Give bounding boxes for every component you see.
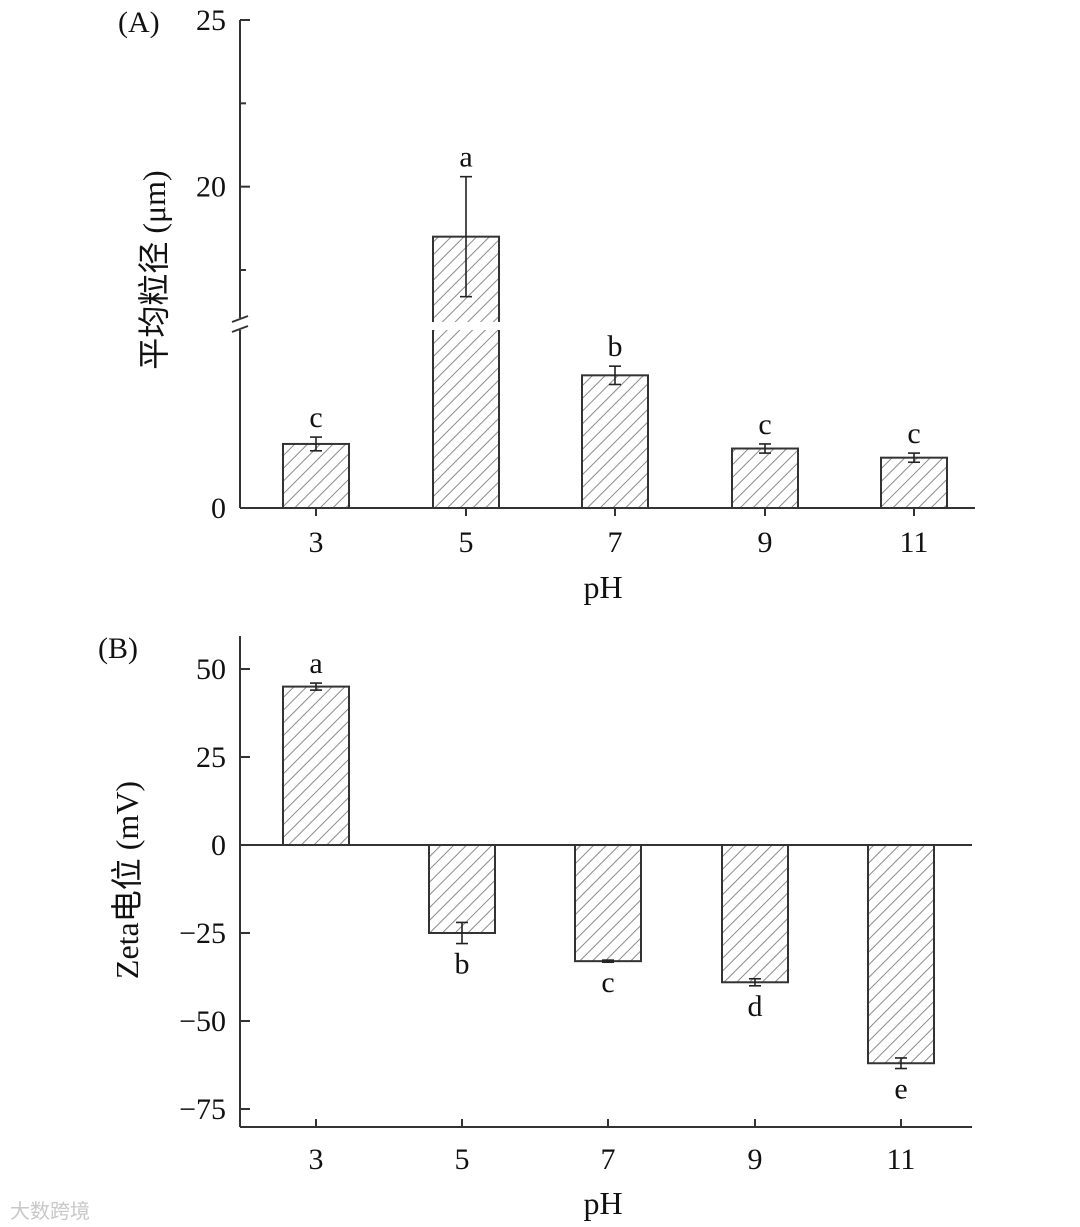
panel-b-y-tick-label: 25 [196,741,226,774]
panel-b-x-tick-label: 7 [601,1143,616,1176]
panel-b-y-tick-label: 50 [196,653,226,686]
panel-b-plot-area: 50 25 0 −25 −50 −75 3 a 5 b 7 c 9 d 11 e [179,636,972,1176]
panel-b-bar [428,844,496,934]
panel-b-significance-label: e [894,1073,907,1106]
panel-a-significance-label: a [459,141,472,174]
panel-b-x-tick-label: 11 [887,1143,916,1176]
panel-a-bar [282,442,350,510]
panel-a-y-tick-label: 25 [196,4,226,37]
panel-a: (A) 平均粒径 (μm) 0 20 25 3 c 5 a 7 b 9 c 11 c pH [118,4,975,605]
panel-a-x-tick-label: 9 [758,526,773,559]
panel-a-axis-break-mark [231,315,249,323]
panel-a-y-tick-label: 20 [196,171,226,204]
panel-a-x-tick-label: 5 [459,526,474,559]
panel-b-bar [867,844,935,1065]
panel-a-significance-label: c [309,401,322,434]
panel-a-significance-label: c [758,408,771,441]
panel-b-y-tick-label: −75 [179,1093,226,1126]
panel-a-x-tick-label: 7 [608,526,623,559]
panel-b-x-axis-title: pH [583,1185,622,1221]
panel-b-significance-label: b [455,948,470,981]
panel-a-significance-label: c [907,417,920,450]
panel-a-significance-label: b [608,330,623,363]
panel-b: (B) Zeta电位 (mV) 50 25 0 −25 −50 −75 3 a 5 b 7 c 9 d 11… [98,632,972,1221]
panel-a-x-axis-title: pH [583,569,622,605]
panel-a-bar-break-gap [432,322,500,330]
panel-b-y-tick-label: 0 [211,829,226,862]
panel-b-bar [574,844,642,963]
panel-a-bar [880,456,948,509]
panel-b-x-tick-label: 3 [309,1143,324,1176]
panel-b-label: (B) [98,632,138,665]
panel-a-plot-area: 0 20 25 3 c 5 a 7 b 9 c 11 c [196,4,975,559]
panel-b-significance-label: c [601,966,614,999]
panel-b-y-axis-title: Zeta电位 (mV) [109,781,145,979]
panel-b-significance-label: a [309,647,322,680]
panel-a-x-tick-label: 3 [309,526,324,559]
watermark-text: 大数跨境 [10,1199,90,1223]
panel-b-x-tick-label: 9 [748,1143,763,1176]
panel-a-bar [581,374,649,510]
panel-b-y-tick-label: −50 [179,1005,226,1038]
panel-a-bar [731,447,799,509]
panel-b-significance-label: d [748,990,763,1023]
panel-a-axis-break-mark [231,325,249,333]
panel-a-y-tick-label: 0 [211,492,226,525]
panel-b-y-tick-label: −25 [179,917,226,950]
panel-a-x-tick-label: 11 [900,526,929,559]
panel-a-y-axis-title: 平均粒径 (μm) [136,170,172,369]
panel-b-bar [721,844,789,984]
panel-a-label: (A) [118,6,160,39]
panel-b-x-tick-label: 5 [455,1143,470,1176]
panel-b-bar [282,685,350,846]
